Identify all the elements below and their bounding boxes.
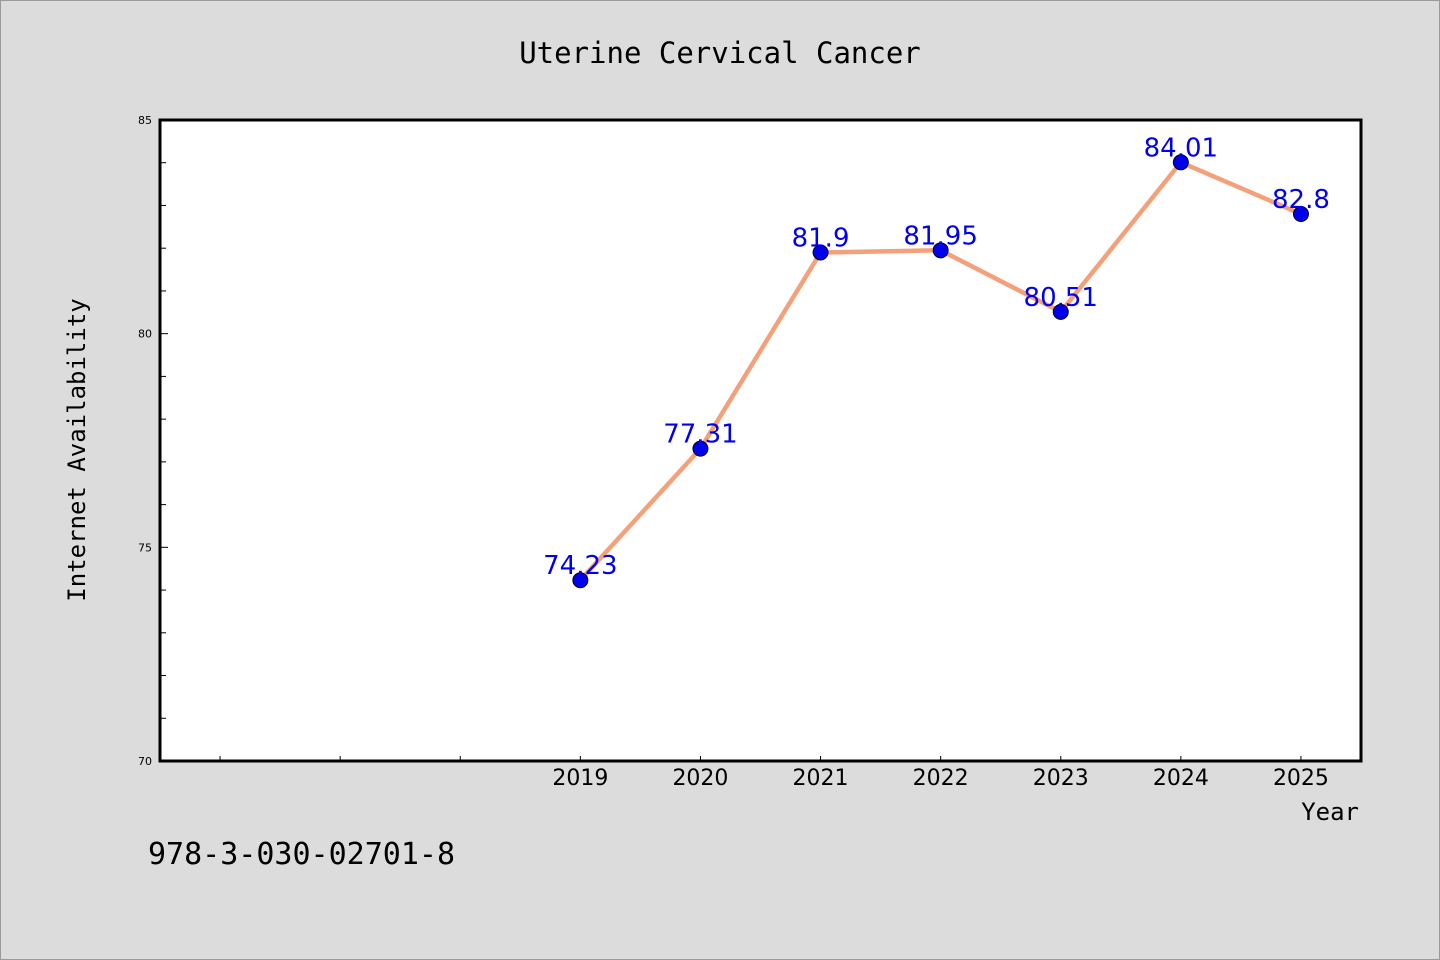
x-tick-label: 2021: [793, 766, 849, 791]
isbn-footer: 978-3-030-02701-8: [148, 837, 455, 872]
y-axis: 70 75 80 85: [138, 114, 168, 768]
data-point: [1292, 206, 1309, 223]
data-label: 77.31: [663, 420, 737, 450]
data-point: [572, 572, 589, 589]
y-tick-label: 70: [138, 755, 152, 768]
data-label: 81.9: [792, 223, 850, 253]
data-label: 84.01: [1144, 133, 1218, 163]
x-tick-label: 2022: [913, 766, 969, 791]
x-tick-label: 2025: [1273, 766, 1329, 791]
x-tick-label: 2020: [672, 766, 728, 791]
data-point: [1172, 154, 1189, 171]
data-point: [692, 440, 709, 457]
y-axis-label: Internet Availability: [63, 298, 91, 601]
plot-area: [158, 118, 1363, 763]
y-tick-label: 80: [138, 328, 152, 341]
data-point: [1052, 303, 1069, 320]
data-point: [932, 242, 949, 259]
chart-title: Uterine Cervical Cancer: [519, 36, 921, 70]
x-tick-label: 2024: [1153, 766, 1209, 791]
series-markers: [572, 154, 1309, 589]
x-axis: 2019 2020 2021 2022 2023 2024 2025: [219, 756, 1329, 791]
data-point: [812, 244, 829, 261]
y-tick-label: 75: [138, 541, 152, 554]
data-label: 80.51: [1024, 283, 1098, 313]
data-label: 82.8: [1272, 185, 1330, 215]
data-labels: 74.23 77.31 81.9 81.95 80.51 84.01 82.8: [543, 133, 1330, 581]
y-tick-label: 85: [138, 114, 152, 127]
data-label: 74.23: [543, 551, 617, 581]
x-tick-label: 2019: [552, 766, 608, 791]
x-axis-label: Year: [1301, 798, 1359, 826]
data-label: 81.95: [903, 221, 977, 251]
x-tick-label: 2023: [1033, 766, 1089, 791]
